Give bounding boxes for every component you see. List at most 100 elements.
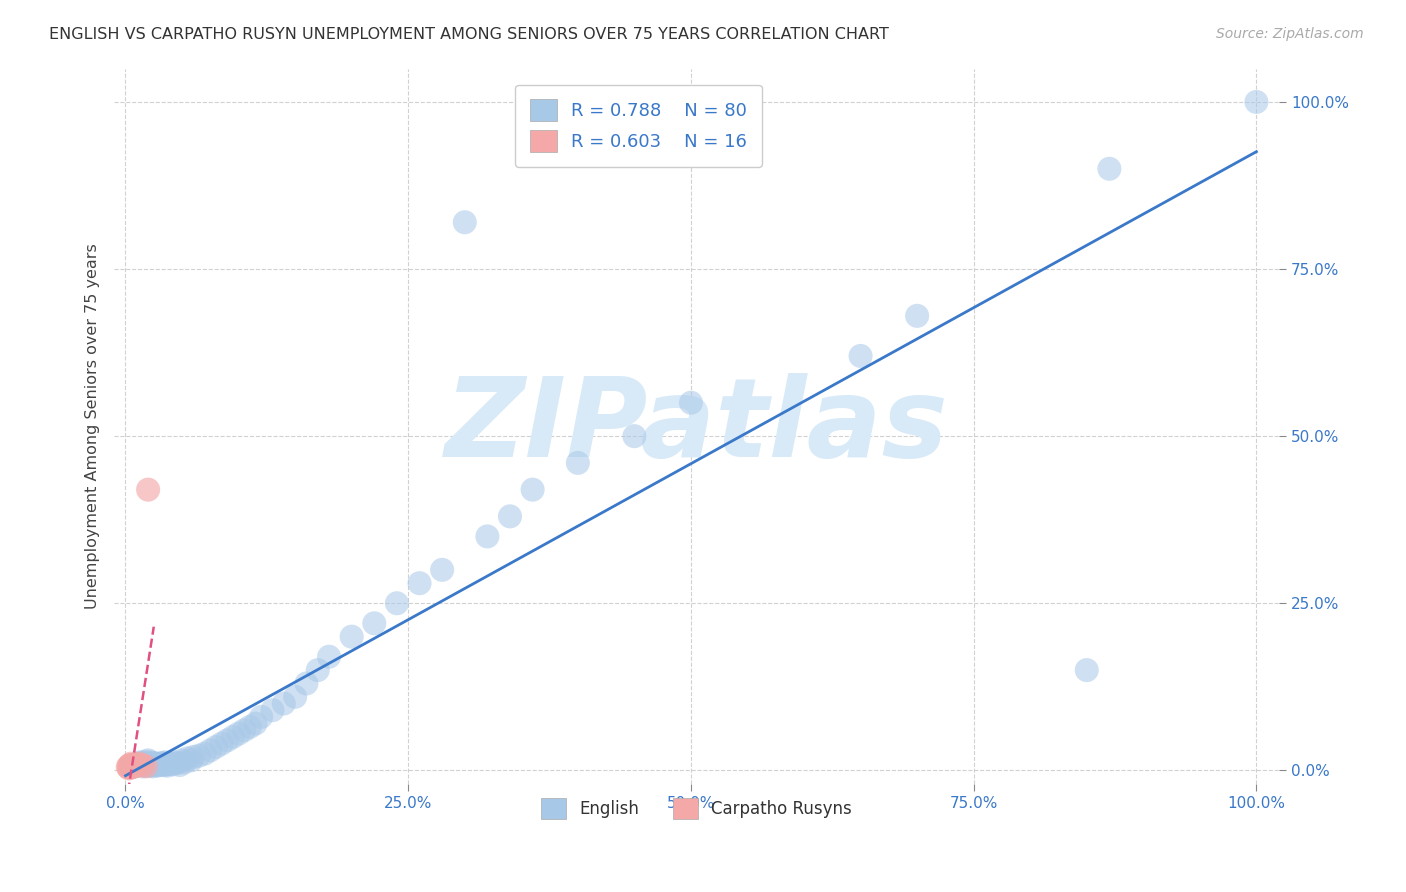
Point [166,756,188,770]
Point [159,756,181,771]
Point [120,756,142,771]
Point [136,758,159,772]
Point [284,690,307,704]
Point [363,616,385,631]
Point [122,758,145,772]
Point [125,756,148,771]
Point [1076,663,1098,677]
Y-axis label: Unemployment Among Seniors over 75 years: Unemployment Among Seniors over 75 years [86,244,100,609]
Point [245,716,267,731]
Point [623,429,645,443]
Point [135,755,157,769]
Point [152,756,174,771]
Point [180,753,202,767]
Point [124,759,146,773]
Point [143,758,166,772]
Point [118,758,141,772]
Text: ENGLISH VS CARPATHO RUSYN UNEMPLOYMENT AMONG SENIORS OVER 75 YEARS CORRELATION C: ENGLISH VS CARPATHO RUSYN UNEMPLOYMENT A… [49,27,889,42]
Point [141,757,163,772]
Point [233,723,256,738]
Point [142,756,165,770]
Point [149,758,172,772]
Point [125,758,148,772]
Point [157,756,180,771]
Point [139,756,162,770]
Point [188,748,211,763]
Point [211,737,233,751]
Point [905,309,928,323]
Point [124,759,146,773]
Point [156,758,179,772]
Point [129,756,152,770]
Point [118,761,141,775]
Point [173,756,195,770]
Point [477,529,499,543]
Point [120,759,142,773]
Point [128,756,150,771]
Point [679,395,702,409]
Point [136,757,159,772]
Point [125,758,148,772]
Point [131,757,153,772]
Point [385,596,408,610]
Point [153,758,176,772]
Point [118,761,141,775]
Point [131,758,153,772]
Point [340,630,363,644]
Point [122,758,145,772]
Point [273,697,295,711]
Point [183,750,205,764]
Point [222,730,245,744]
Point [262,703,284,717]
Point [150,756,173,770]
Point [148,757,170,772]
Point [170,753,193,767]
Point [131,756,153,770]
Point [132,758,155,772]
Point [155,757,177,772]
Point [307,663,329,677]
Point [318,649,340,664]
Point [430,563,453,577]
Point [165,756,187,770]
Point [145,756,167,771]
Point [1246,95,1268,109]
Point [849,349,872,363]
Point [120,760,142,774]
Point [117,760,139,774]
Point [1098,161,1121,176]
Point [522,483,544,497]
Point [169,758,191,772]
Point [217,733,239,747]
Point [205,739,228,754]
Point [408,576,430,591]
Point [228,726,250,740]
Point [295,676,318,690]
Point [131,759,153,773]
Point [138,756,160,771]
Point [250,710,273,724]
Point [239,720,262,734]
Point [567,456,589,470]
Text: Source: ZipAtlas.com: Source: ZipAtlas.com [1216,27,1364,41]
Point [139,758,162,772]
Legend: English, Carpatho Rusyns: English, Carpatho Rusyns [534,792,859,825]
Point [135,759,157,773]
Point [134,756,156,771]
Point [200,743,222,757]
Point [146,758,169,772]
Text: ZIPatlas: ZIPatlas [444,373,949,480]
Point [128,758,150,772]
Point [136,753,159,767]
Point [162,757,184,772]
Point [118,758,141,772]
Point [153,756,176,770]
Point [142,759,165,773]
Point [176,751,198,765]
Point [454,215,477,229]
Point [124,757,146,772]
Point [135,758,157,772]
Point [499,509,522,524]
Point [136,483,159,497]
Point [121,760,143,774]
